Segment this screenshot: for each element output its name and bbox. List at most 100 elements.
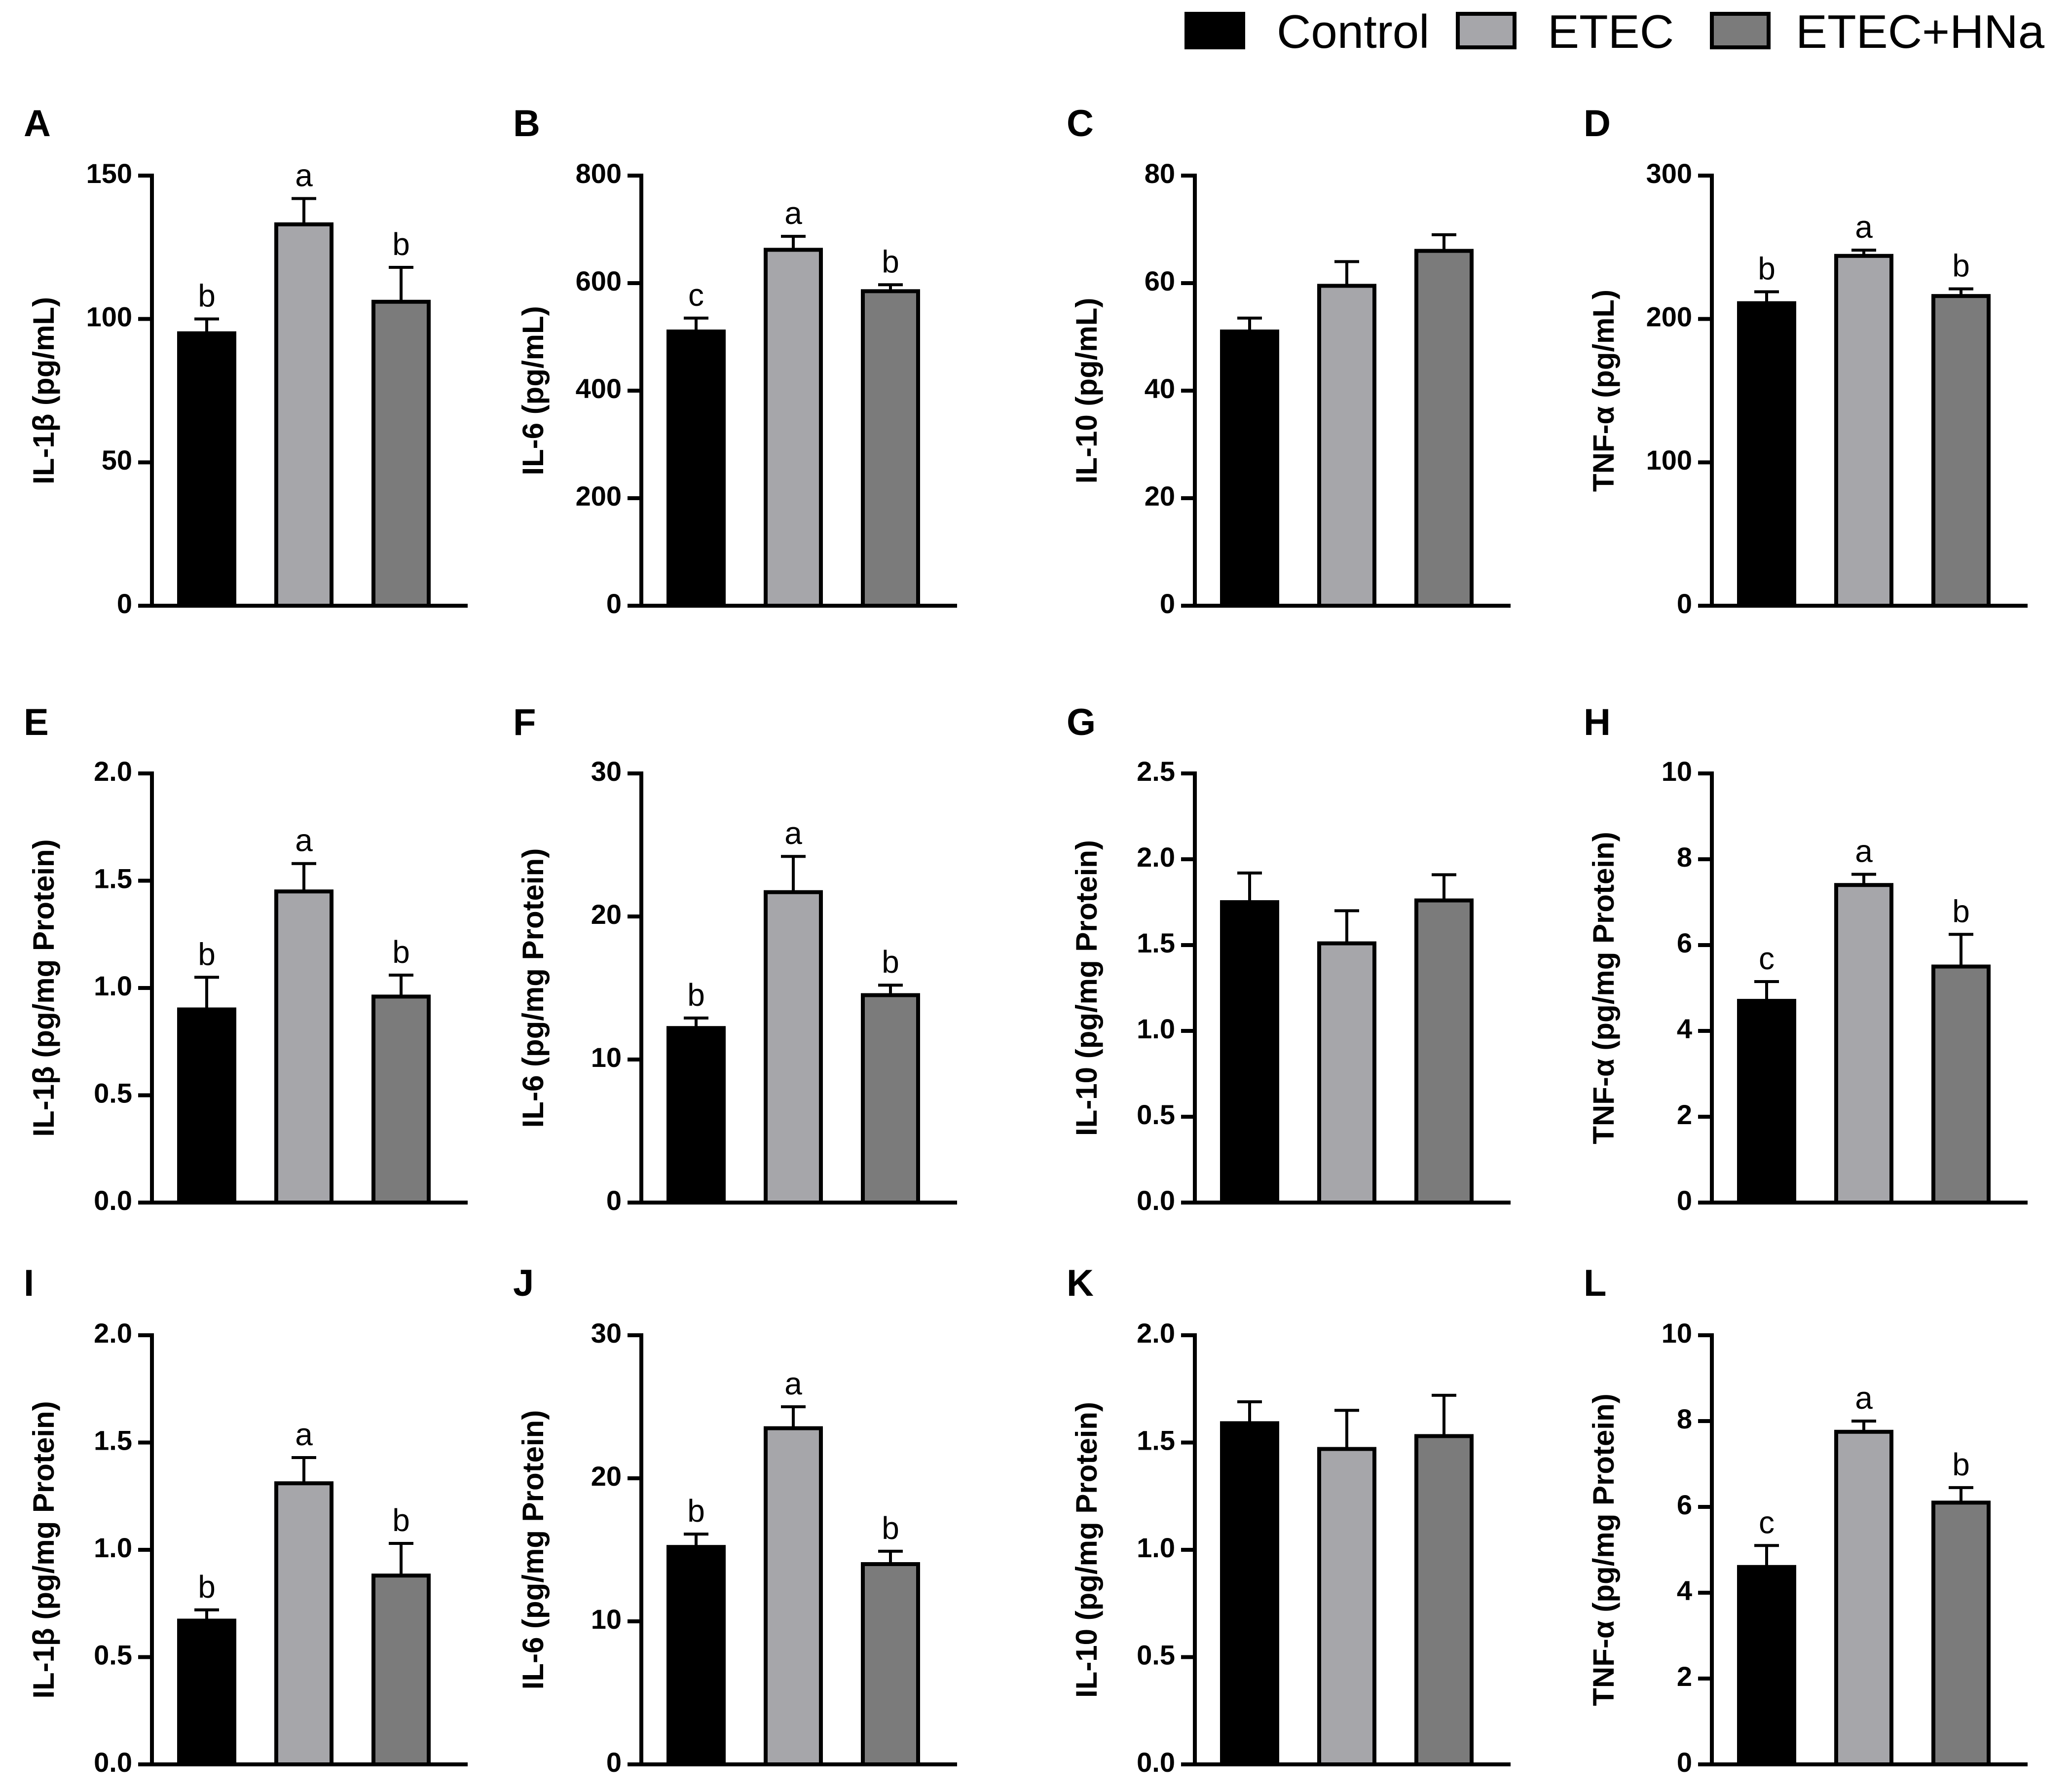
y-axis-title-a: IL-1β (pg/mL)	[27, 297, 60, 484]
y-tick-label-c-3: 60	[1145, 265, 1175, 296]
legend-item-etec: ETEC	[1456, 5, 1674, 58]
y-tick-label-b-2: 400	[576, 373, 622, 404]
bar-b-etec-hna	[861, 289, 920, 608]
bar-j-etec-hna	[861, 1562, 920, 1766]
y-axis-title-c: IL-10 (pg/mL)	[1070, 298, 1103, 484]
panel-letter-g: G	[1067, 701, 1096, 743]
legend-label-etec-hna: ETEC+HNa	[1796, 5, 2045, 58]
sig-letter-j-etec-hna: b	[882, 1510, 899, 1546]
y-axis-title-i: IL-1β (pg/mg Protein)	[27, 1401, 60, 1698]
bar-d-etec-hna	[1931, 294, 1991, 608]
panel-a: A IL-1β (pg/mL) 0 50 100 150 b a b	[24, 103, 468, 619]
y-tick-label-j-0: 0	[606, 1747, 622, 1778]
bar-l-etec	[1834, 1429, 1893, 1766]
y-tick-label-j-3: 30	[591, 1317, 622, 1349]
y-tick-label-a-2: 100	[86, 301, 132, 332]
y-tick-label-i-2: 1.0	[94, 1532, 132, 1563]
y-tick-label-c-2: 40	[1145, 373, 1175, 404]
bar-i-etec	[274, 1481, 333, 1766]
y-tick-label-f-3: 30	[591, 756, 622, 787]
y-tick-label-i-3: 1.5	[94, 1425, 132, 1456]
bar-h-etec	[1834, 883, 1893, 1205]
sig-letter-i-etec-hna: b	[392, 1502, 410, 1538]
panel-b: B IL-6 (pg/mL) 0 200 400 600 800 c a b	[513, 103, 957, 619]
sig-letter-e-control: b	[198, 936, 216, 972]
bar-j-etec	[764, 1426, 823, 1766]
y-tick-label-h-1: 2	[1677, 1099, 1692, 1130]
y-tick-label-b-0: 0	[606, 588, 622, 619]
y-tick-label-b-4: 800	[576, 158, 622, 189]
bar-d-etec	[1834, 254, 1893, 608]
bar-l-control	[1737, 1565, 1796, 1767]
y-tick-label-k-3: 1.5	[1137, 1425, 1175, 1456]
y-tick-label-a-3: 150	[86, 158, 132, 189]
sig-letter-b-control: c	[688, 277, 704, 313]
bar-c-etec-hna	[1414, 249, 1474, 608]
y-tick-label-g-5: 2.5	[1137, 756, 1175, 787]
y-tick-label-c-0: 0	[1160, 588, 1175, 619]
y-tick-label-h-5: 10	[1662, 756, 1692, 787]
bar-f-etec	[764, 890, 823, 1205]
sig-letter-b-etec-hna: b	[882, 244, 899, 279]
bar-j-control	[666, 1545, 726, 1766]
bar-h-control	[1737, 999, 1796, 1205]
sig-letter-a-control: b	[198, 278, 216, 314]
legend: Control ETEC ETEC+HNa	[1184, 5, 2045, 58]
legend-swatch-etec-hna	[1710, 12, 1771, 49]
y-tick-label-b-1: 200	[576, 480, 622, 512]
y-axis-title-l: TNF-α (pg/mg Protein)	[1587, 1393, 1620, 1706]
sig-letter-l-control: c	[1759, 1504, 1775, 1540]
sig-letter-a-etec: a	[295, 158, 313, 193]
panel-letter-b: B	[513, 103, 540, 145]
bar-g-control	[1220, 900, 1279, 1205]
y-tick-label-a-0: 0	[117, 588, 132, 619]
y-tick-label-i-0: 0.0	[94, 1747, 132, 1778]
y-tick-label-h-3: 6	[1677, 927, 1692, 958]
y-tick-label-c-1: 20	[1145, 480, 1175, 512]
y-axis-title-f: IL-6 (pg/mg Protein)	[517, 848, 550, 1128]
y-tick-label-i-4: 2.0	[94, 1317, 132, 1349]
bar-l-etec-hna	[1931, 1500, 1991, 1767]
y-tick-label-f-1: 10	[591, 1042, 622, 1073]
panel-letter-d: D	[1584, 103, 1611, 145]
y-tick-label-g-1: 0.5	[1137, 1099, 1175, 1130]
sig-letter-f-etec-hna: b	[882, 944, 899, 980]
bar-g-etec-hna	[1414, 898, 1474, 1205]
legend-item-control: Control	[1184, 5, 1429, 58]
sig-letter-l-etec: a	[1855, 1380, 1873, 1416]
bar-g-etec	[1317, 941, 1376, 1205]
sig-letter-b-etec: a	[784, 195, 802, 231]
y-tick-label-d-1: 100	[1646, 444, 1692, 475]
panel-letter-a: A	[24, 103, 51, 145]
sig-letter-d-control: b	[1758, 251, 1776, 286]
y-tick-label-l-1: 2	[1677, 1661, 1692, 1692]
panel-letter-e: E	[24, 701, 49, 743]
sig-letter-d-etec: a	[1855, 209, 1873, 245]
y-tick-label-d-0: 0	[1677, 588, 1692, 619]
bar-k-etec	[1317, 1447, 1376, 1767]
y-tick-label-d-3: 300	[1646, 158, 1692, 189]
panel-letter-l: L	[1584, 1262, 1606, 1304]
panel-j: J IL-6 (pg/mg Protein) 0 10 20 30 b a b	[513, 1262, 957, 1778]
sig-letter-f-control: b	[687, 977, 705, 1013]
panel-letter-k: K	[1067, 1262, 1094, 1304]
y-tick-label-e-4: 2.0	[94, 756, 132, 787]
y-tick-label-f-2: 20	[591, 899, 622, 930]
sig-letter-h-etec-hna: b	[1952, 893, 1970, 929]
y-tick-label-j-2: 20	[591, 1461, 622, 1492]
y-tick-label-j-1: 10	[591, 1604, 622, 1635]
panel-i: I IL-1β (pg/mg Protein) 0.0 0.5 1.0 1.5 2.0 b a b	[24, 1262, 468, 1778]
panel-letter-j: J	[513, 1262, 534, 1304]
bar-f-etec-hna	[861, 993, 920, 1205]
y-tick-label-g-4: 2.0	[1137, 841, 1175, 873]
bar-h-etec-hna	[1931, 964, 1991, 1205]
y-tick-label-i-1: 0.5	[94, 1639, 132, 1670]
y-tick-label-g-0: 0.0	[1137, 1185, 1175, 1216]
y-tick-label-k-1: 0.5	[1137, 1639, 1175, 1670]
sig-letter-e-etec: a	[295, 823, 313, 858]
bar-k-etec-hna	[1414, 1434, 1474, 1766]
sig-letter-j-etec: a	[784, 1366, 802, 1401]
bar-k-control	[1220, 1421, 1279, 1767]
bar-b-control	[666, 329, 726, 608]
